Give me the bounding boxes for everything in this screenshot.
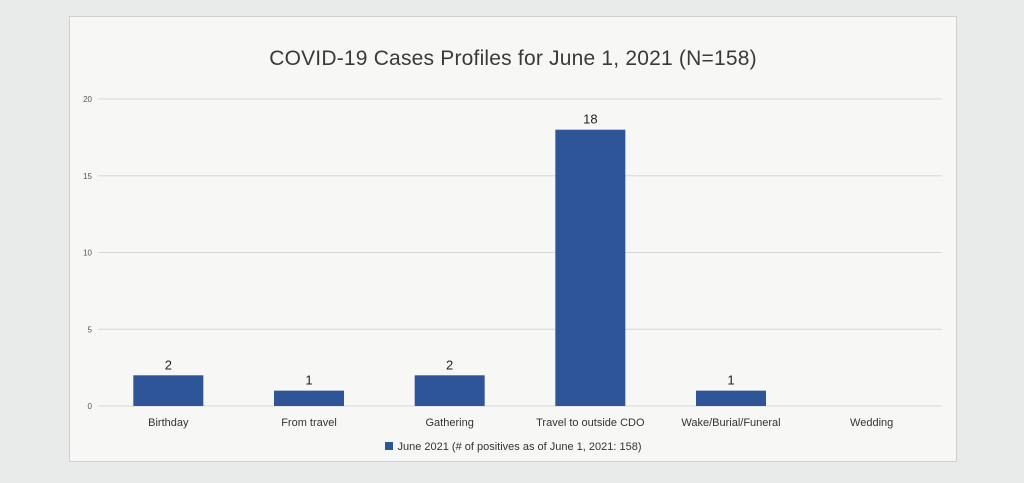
- y-tick-label: 15: [83, 172, 92, 181]
- y-axis-ticks: 0 5 10 15 20: [83, 95, 92, 411]
- gridlines: [98, 98, 942, 407]
- y-tick-label: 20: [83, 95, 92, 104]
- legend-swatch: [384, 442, 393, 450]
- data-label: 2: [446, 357, 453, 372]
- data-label: 1: [727, 373, 734, 388]
- x-tick-label: Birthday: [148, 417, 189, 429]
- data-label: 1: [305, 373, 312, 388]
- bar: [696, 390, 766, 406]
- chart-title: COVID-19 Cases Profiles for June 1, 2021…: [269, 47, 757, 70]
- x-tick-label: Wake/Burial/Funeral: [681, 417, 780, 429]
- bars: [133, 129, 766, 406]
- bar: [414, 375, 485, 406]
- y-tick-label: 5: [88, 325, 93, 334]
- legend-label: June 2021 (# of positives as of June 1, …: [397, 441, 642, 453]
- bar: [133, 375, 204, 406]
- y-tick-label: 10: [83, 249, 92, 258]
- legend: June 2021 (# of positives as of June 1, …: [70, 441, 956, 453]
- data-labels: 2 1 2 18 1: [165, 112, 735, 388]
- x-tick-label: Gathering: [426, 417, 474, 429]
- x-tick-label: Wedding: [850, 417, 893, 429]
- data-label: 18: [583, 112, 597, 127]
- bar: [555, 129, 626, 406]
- chart-panel: COVID-19 Cases Profiles for June 1, 2021…: [69, 16, 957, 462]
- x-tick-label: From travel: [281, 417, 337, 429]
- bar: [274, 390, 344, 406]
- y-tick-label: 0: [88, 402, 93, 411]
- bar-chart: 0 5 10 15 20 2 1 2 18 1 Birthday From travel Gathe…: [83, 95, 942, 429]
- x-axis-ticks: Birthday From travel Gathering Travel to ou…: [148, 417, 893, 429]
- x-tick-label: Travel to outside CDO: [536, 417, 645, 429]
- data-label: 2: [165, 357, 172, 372]
